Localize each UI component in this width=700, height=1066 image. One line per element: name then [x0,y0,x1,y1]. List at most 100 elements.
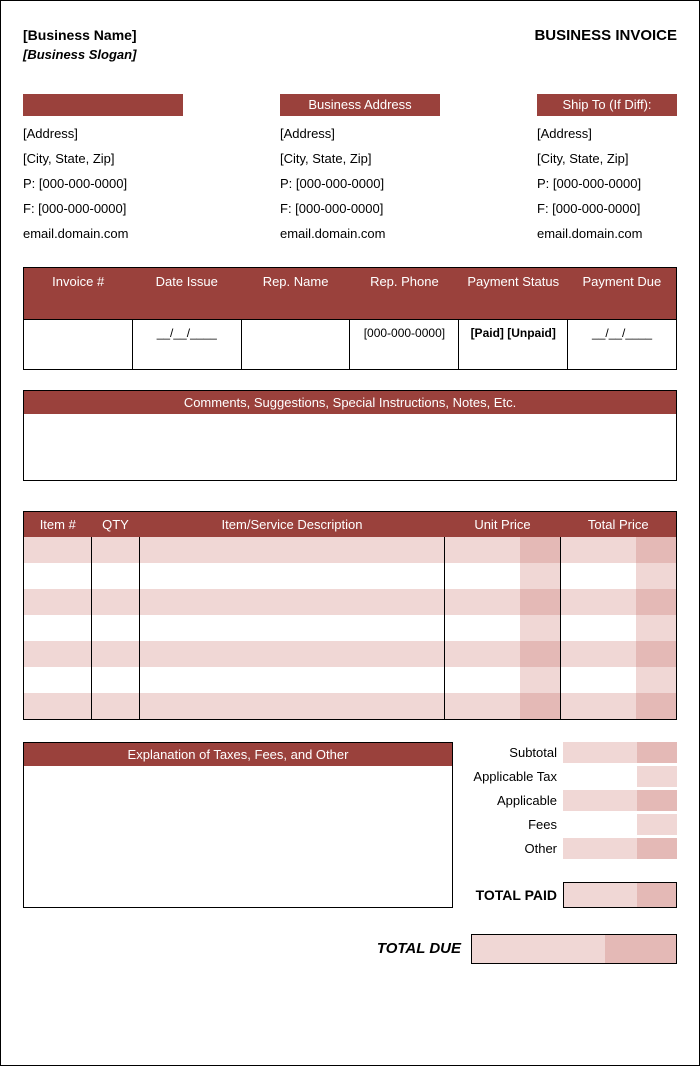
items-cell[interactable] [24,589,92,615]
items-cell[interactable] [140,589,445,615]
items-cell[interactable] [445,667,561,693]
totals-cell[interactable] [563,814,677,835]
totals-label: Other [469,841,563,856]
items-cell[interactable] [140,537,445,563]
items-cell[interactable] [92,615,140,641]
address-line: email.domain.com [23,226,183,241]
comments-heading: Comments, Suggestions, Special Instructi… [24,391,676,414]
items-cell[interactable] [561,563,677,589]
items-cell[interactable] [445,589,561,615]
meta-col-date: Date Issue [132,268,241,320]
items-cell[interactable] [24,563,92,589]
items-row [24,537,677,563]
items-cell[interactable] [561,615,677,641]
items-row [24,641,677,667]
business-slogan: [Business Slogan] [23,47,137,62]
address-line: [Address] [537,126,677,141]
totals-label: Applicable [469,793,563,808]
items-cell[interactable] [92,537,140,563]
items-cell[interactable] [445,537,561,563]
items-cell[interactable] [445,693,561,719]
totals-row: Other [469,838,677,860]
meta-val-date[interactable]: __/__/____ [132,320,241,370]
items-cell[interactable] [24,667,92,693]
address-line: F: [000-000-0000] [23,201,183,216]
invoice-page: [Business Name] [Business Slogan] BUSINE… [0,0,700,1066]
items-cell[interactable] [92,563,140,589]
address-line: F: [000-000-0000] [537,201,677,216]
meta-col-repname: Rep. Name [241,268,350,320]
document-title: BUSINESS INVOICE [534,27,677,44]
items-cell[interactable] [445,641,561,667]
items-cell[interactable] [24,641,92,667]
address-line: [Address] [280,126,440,141]
address-line: F: [000-000-0000] [280,201,440,216]
meta-val-paystatus[interactable]: [Paid] [Unpaid] [459,320,568,370]
items-col-desc: Item/Service Description [140,512,445,538]
items-cell[interactable] [140,615,445,641]
items-cell[interactable] [561,589,677,615]
total-paid-cell[interactable] [563,882,677,908]
meta-col-paydue: Payment Due [568,268,677,320]
address-line: P: [000-000-0000] [537,176,677,191]
items-cell[interactable] [445,563,561,589]
address-col-business: Business Address [Address] [City, State,… [280,94,440,241]
totals-cell[interactable] [563,790,677,811]
address-heading-from [23,94,183,116]
address-col-shipto: Ship To (If Diff): [Address] [City, Stat… [537,94,677,241]
address-line: P: [000-000-0000] [23,176,183,191]
totals-cell[interactable] [563,766,677,787]
meta-col-invoice: Invoice # [24,268,133,320]
totals-cell[interactable] [563,742,677,763]
address-line: email.domain.com [280,226,440,241]
items-row [24,693,677,719]
items-cell[interactable] [561,693,677,719]
total-due-row: TOTAL DUE [23,934,677,964]
address-line: [City, State, Zip] [280,151,440,166]
meta-val-repname[interactable] [241,320,350,370]
address-line: [City, State, Zip] [23,151,183,166]
explanation-heading: Explanation of Taxes, Fees, and Other [24,743,452,766]
items-cell[interactable] [561,667,677,693]
items-cell[interactable] [24,537,92,563]
items-cell[interactable] [24,693,92,719]
items-table: Item # QTY Item/Service Description Unit… [23,511,677,720]
items-row [24,615,677,641]
items-cell[interactable] [140,563,445,589]
totals-row: Applicable Tax [469,766,677,788]
meta-val-invoice[interactable] [24,320,133,370]
total-due-cell[interactable] [471,934,677,964]
explanation-box: Explanation of Taxes, Fees, and Other [23,742,453,908]
totals-label: Fees [469,817,563,832]
header: [Business Name] [Business Slogan] BUSINE… [23,27,677,62]
items-cell[interactable] [92,667,140,693]
items-row [24,667,677,693]
payment-status-value: [Paid] [Unpaid] [471,326,556,340]
meta-table: Invoice # Date Issue Rep. Name Rep. Phon… [23,267,677,370]
address-heading-business: Business Address [280,94,440,116]
items-cell[interactable] [92,693,140,719]
meta-val-repphone[interactable]: [000-000-0000] [350,320,459,370]
items-cell[interactable] [561,537,677,563]
items-cell[interactable] [92,589,140,615]
items-cell[interactable] [24,615,92,641]
totals-cell[interactable] [563,838,677,859]
items-cell[interactable] [140,641,445,667]
explanation-body[interactable] [24,766,452,886]
address-line: [Address] [23,126,183,141]
items-cell[interactable] [92,641,140,667]
comments-body[interactable] [24,414,676,480]
items-col-unitprice: Unit Price [445,512,561,538]
items-row [24,589,677,615]
items-cell[interactable] [140,693,445,719]
address-blocks: [Address] [City, State, Zip] P: [000-000… [23,94,677,241]
items-cell[interactable] [445,615,561,641]
meta-val-paydue[interactable]: __/__/____ [568,320,677,370]
meta-col-paystatus: Payment Status [459,268,568,320]
total-paid-row: TOTAL PAID [469,882,677,908]
items-row [24,563,677,589]
items-cell[interactable] [561,641,677,667]
meta-col-repphone: Rep. Phone [350,268,459,320]
items-cell[interactable] [140,667,445,693]
totals-label: Applicable Tax [469,769,563,784]
